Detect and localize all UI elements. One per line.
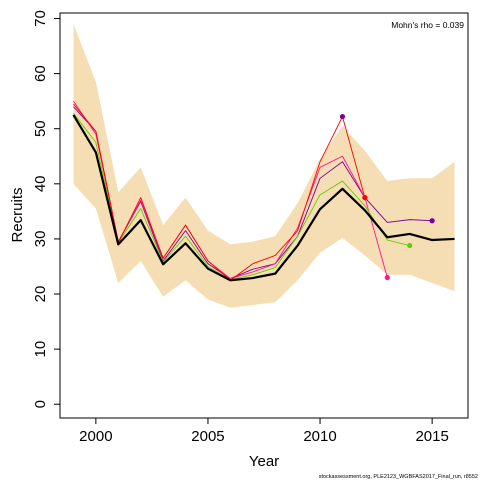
confidence-band-layer — [73, 24, 455, 308]
y-tick-label: 0 — [32, 400, 49, 408]
mohns-rho-annotation: Mohn's rho = 0.039 — [391, 20, 464, 30]
x-axis: 2000 2005 2010 2015 — [79, 418, 449, 445]
confidence-band — [73, 24, 455, 308]
footer-source: stockassessment.org, PLE2123_WGBFAS2017_… — [319, 474, 478, 480]
series-layer — [72, 100, 455, 282]
endpoint-marker — [384, 274, 390, 281]
series-line-peel4 — [73, 103, 366, 281]
endpoint-layer — [339, 113, 435, 281]
series-line-peel3 — [73, 113, 410, 281]
y-tick-label: 30 — [32, 231, 49, 248]
plot-frame — [59, 12, 469, 419]
x-tick-label: 2000 — [79, 428, 112, 445]
y-tick-label: 50 — [32, 120, 49, 137]
x-tick-label: 2005 — [191, 428, 224, 445]
endpoint-marker — [362, 194, 368, 201]
x-tick-label: 2015 — [415, 428, 448, 445]
x-axis-title: Year — [249, 453, 279, 470]
y-tick-label: 20 — [32, 286, 49, 303]
endpoint-marker — [429, 218, 435, 224]
y-tick-label: 10 — [32, 341, 49, 358]
y-tick-label: 40 — [32, 175, 49, 192]
series-line-main — [72, 114, 455, 282]
y-tick-label: 70 — [32, 10, 49, 27]
y-tick-label: 60 — [32, 65, 49, 82]
x-tick-label: 2010 — [303, 428, 336, 445]
endpoint-marker — [339, 113, 346, 120]
y-axis: 0 10 20 30 40 50 60 70 — [32, 10, 60, 408]
y-axis-title: Recruits — [9, 187, 26, 242]
endpoint-marker — [407, 242, 413, 249]
